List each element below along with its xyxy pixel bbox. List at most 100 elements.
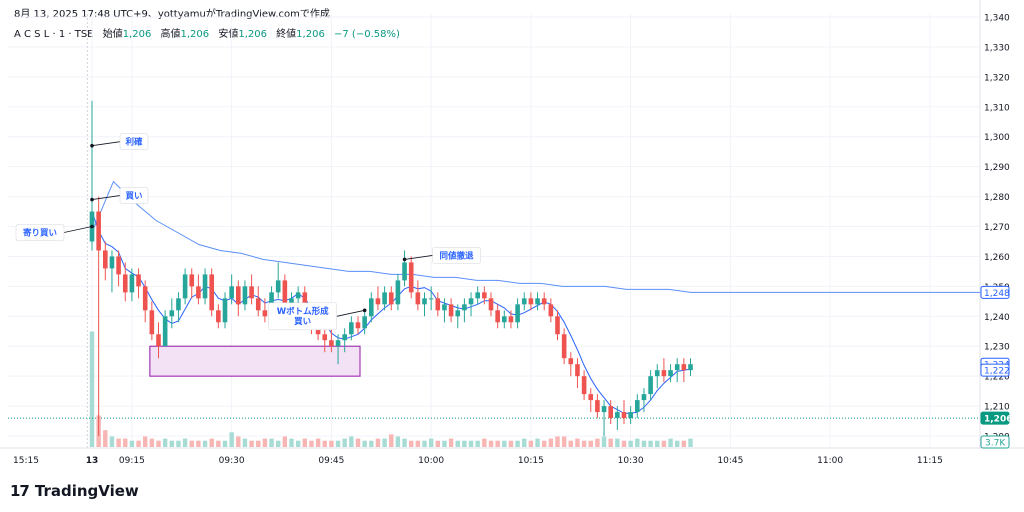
volume-bar (282, 436, 288, 447)
volume-bar (362, 440, 367, 447)
candle-body (681, 364, 687, 371)
candle-body (688, 364, 693, 371)
candle (176, 292, 181, 323)
volume-bar (542, 440, 547, 447)
candle-body (236, 286, 241, 305)
price-chart[interactable]: 1,2001,2101,2201,2301,2401,2501,2601,270… (0, 0, 1024, 470)
y-tick-label: 1,260 (984, 253, 1010, 263)
annotation-connector (336, 309, 365, 317)
candle (222, 292, 228, 329)
y-tick-label: 1,220 (984, 373, 1010, 383)
volume-bar (588, 440, 593, 447)
open-label: 始値 (102, 29, 123, 40)
volume-bar (508, 440, 514, 447)
candle-body (482, 292, 487, 299)
y-tick-label: 1,280 (984, 193, 1010, 203)
candle-body (495, 310, 500, 323)
moving-average-line (91, 211, 691, 414)
candle (528, 292, 534, 311)
candle (628, 406, 633, 425)
volume-bar (382, 438, 387, 447)
volume-bar (315, 438, 321, 447)
candle-body (615, 412, 620, 419)
volume-bar (522, 438, 527, 447)
candle (608, 400, 613, 425)
candle-body (209, 274, 214, 311)
candle-body (136, 274, 141, 287)
candle-body (568, 358, 574, 365)
candle-body (588, 394, 594, 401)
chart-area[interactable]: 1,2001,2101,2201,2301,2401,2501,2601,270… (0, 0, 1024, 470)
candle-body (475, 292, 480, 299)
volume-bar (468, 440, 474, 447)
candle (661, 358, 667, 383)
candle (103, 241, 108, 281)
candle-body (369, 298, 374, 317)
candle-body (362, 316, 367, 329)
volume-bar (581, 440, 587, 447)
x-tick-label: 11:00 (817, 456, 843, 466)
candle-body (561, 334, 567, 359)
candle-body (182, 274, 188, 299)
y-tick-label: 1,210 (984, 403, 1010, 413)
volume-bar (216, 440, 221, 447)
volume-bar (116, 438, 121, 447)
volume-bar (455, 440, 460, 447)
candle (468, 292, 474, 317)
candle (262, 298, 268, 323)
candle-body (162, 316, 168, 347)
volume-bar (428, 438, 434, 447)
x-tick-label: 15:15 (13, 456, 39, 466)
candle-body (402, 262, 407, 281)
candle (495, 304, 500, 329)
volume-bar (548, 438, 554, 447)
candle (109, 250, 115, 293)
x-tick-label: 10:00 (418, 456, 444, 466)
volume-bar (229, 432, 234, 447)
candle (595, 394, 600, 419)
volume-bar (276, 440, 281, 447)
volume-bar (661, 440, 667, 447)
candle (488, 292, 494, 317)
tradingview-logo-text: TradingView (34, 482, 139, 500)
volume-bar (123, 438, 128, 447)
price-badge (980, 285, 1010, 299)
candle (116, 250, 121, 287)
volume-bar (209, 438, 214, 447)
candle (588, 388, 594, 413)
candle (668, 364, 673, 383)
volume-bar (395, 436, 401, 447)
candle-body (116, 256, 121, 275)
candle-body (156, 334, 161, 347)
candle (575, 358, 580, 389)
candle-body (229, 286, 234, 299)
y-tick-label: 1,320 (984, 73, 1010, 83)
volume-bar (269, 438, 274, 447)
candle-body (202, 274, 208, 299)
candle (355, 316, 361, 335)
candle-body (541, 298, 547, 305)
low-label: 安値 (218, 29, 239, 40)
volume-bar (601, 436, 607, 447)
volume-bar (668, 438, 673, 447)
candle-body (608, 406, 613, 419)
candle-body (674, 364, 680, 371)
volume-bar (415, 440, 421, 447)
candle-body (329, 340, 334, 347)
volume-bar (448, 438, 454, 447)
price-badge-label: 1,248 (984, 289, 1010, 299)
volume-bar (329, 440, 334, 447)
ohlc-legend: A C S L · 1 · TSE 始値1,206 高値1,206 安値1,20… (14, 25, 400, 40)
y-tick-label: 1,230 (984, 343, 1010, 353)
candle-body (189, 274, 195, 287)
candle-body (488, 298, 494, 311)
volume-bar (635, 438, 640, 447)
volume-bar (488, 440, 494, 447)
candle (422, 292, 427, 317)
candle-body (149, 310, 155, 335)
volume-bar (136, 440, 141, 447)
candle (202, 268, 208, 305)
annotation-label: 利確 (124, 137, 143, 148)
candle-body (275, 280, 281, 293)
tradingview-logo[interactable]: 17 TradingView (10, 482, 139, 500)
